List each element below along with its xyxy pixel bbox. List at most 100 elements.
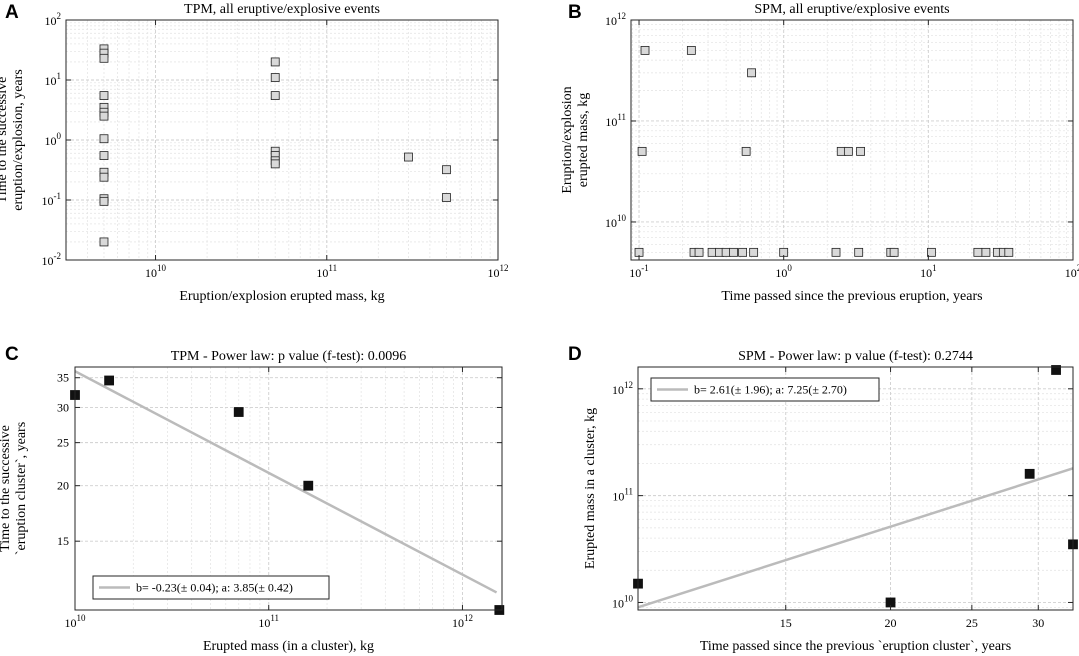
y-tick-label: 101 [45,71,62,88]
data-point [927,247,936,257]
data-point [640,45,650,55]
x-tick-label: 10-1 [629,263,649,280]
y-tick-label: 10-1 [42,191,62,208]
panel-letter: D [568,344,582,365]
axes-box [74,366,503,611]
data-point [843,146,853,156]
y-tick-label: 1011 [612,487,633,504]
x-axis: 10-1 100 101 102 [629,20,1079,280]
x-axis-label: Erupted mass (in a cluster), kg [203,639,374,654]
data-point [694,247,704,257]
data-point [442,165,451,175]
chart-title: SPM, all eruptive/explosive events [754,2,949,17]
data-point [854,247,864,257]
x-tick-label: 1011 [316,263,337,280]
fit-line [75,370,498,594]
x-axis: 1010 1011 1012 [65,367,473,630]
axes-box [630,19,1074,261]
y-axis-label: Eruption/explosion [560,86,575,193]
y-axis-label: Time to the successive [0,77,10,204]
x-axis: 15 20 25 30 [780,367,1044,630]
chart-title: TPM, all eruptive/explosive events [184,2,380,17]
x-tick-label: 15 [780,616,792,630]
chart-title: SPM - Power law: p value (f-test): 0.274… [738,349,973,364]
data-point [831,247,841,257]
y-tick-label: 1010 [612,593,634,610]
data-point [1051,365,1061,375]
y-axis: 1010 1011 1012 [612,380,1073,610]
y-tick-label: 100 [45,131,62,148]
y-tick-label: 1012 [605,11,626,28]
data-point [981,247,991,257]
chart-title: TPM - Power law: p value (f-test): 0.009… [171,349,407,364]
y-tick-label: 35 [57,371,69,385]
data-point [99,91,109,100]
y-axis-label: Time to the successive [0,425,13,552]
y-tick-label: 20 [57,479,69,493]
y-tick-label: 15 [57,534,69,548]
x-tick-label: 102 [1065,263,1079,280]
y-tick-label: 1012 [612,380,633,397]
y-tick-label: 10-2 [42,251,62,268]
y-tick-label: 102 [45,11,62,28]
grid [66,20,498,260]
x-axis-label: Eruption/explosion erupted mass, kg [179,289,384,304]
data-point [637,146,647,156]
data-point [686,45,696,55]
legend-box [92,575,330,600]
data-point [270,57,280,67]
grid [75,367,502,610]
y-axis-label: eruption/explosion, years [11,69,26,211]
data-point [233,407,244,417]
legend: b= 2.61(± 1.96); a: 7.25(± 2.70) [650,377,880,402]
data-point [741,146,751,156]
legend-label: b= 2.61(± 1.96); a: 7.25(± 2.70) [694,383,847,397]
y-axis: 1010 1011 1012 [605,11,1073,230]
data-point [303,480,314,491]
data-point [99,151,109,160]
data-point [707,247,717,257]
y-axis: 10-2 10-1 100 101 102 [42,11,498,268]
y-tick-label: 25 [57,436,69,450]
data-point [99,53,109,63]
axes-box [637,366,1074,611]
x-axis-label: Time passed since the previous `eruption… [700,639,1011,654]
data-point [747,68,756,78]
x-tick-label: 1012 [452,613,473,630]
data-point [729,247,738,257]
x-tick-label: 1011 [258,613,279,630]
data-point [721,247,731,257]
data-point [99,134,109,144]
data-point [442,193,451,202]
legend-box [650,377,880,402]
x-axis-label: Time passed since the previous eruption,… [721,289,982,304]
panel-letter: B [568,2,582,23]
y-axis: 15 20 25 30 35 [57,371,502,548]
panel-letter: A [5,2,19,23]
plot-area [638,367,1073,610]
data-point [270,159,280,169]
data-point [99,237,109,247]
data-point [1024,468,1035,479]
data-points [99,44,451,247]
chart-panel-b: 10-1 100 101 102 1010 1011 1012 SPM, all erupti… [560,2,1079,304]
y-tick-label: 30 [57,400,69,414]
fit-line [638,467,1073,609]
data-point [270,73,280,82]
y-axis-label: erupted mass, kg [576,93,591,187]
y-axis-label: Erupted mass in a cluster, kg [583,408,598,569]
x-tick-label: 1010 [65,613,87,630]
data-points [634,45,1014,257]
x-tick-label: 101 [920,263,937,280]
legend-label: b= -0.23(± 0.04); a: 3.85(± 0.42) [136,581,293,595]
x-tick-label: 1012 [488,263,509,280]
y-axis-label: `eruption cluster`, years [14,422,29,555]
data-point [856,146,865,156]
chart-panel-d: 15 20 25 30 1010 1011 1012 SPM - Power law: p v… [568,344,1078,654]
legend: b= -0.23(± 0.04); a: 3.85(± 0.42) [92,575,330,600]
data-point [738,247,748,257]
x-tick-label: 20 [885,616,897,630]
data-point [889,247,899,257]
data-point [99,196,109,206]
